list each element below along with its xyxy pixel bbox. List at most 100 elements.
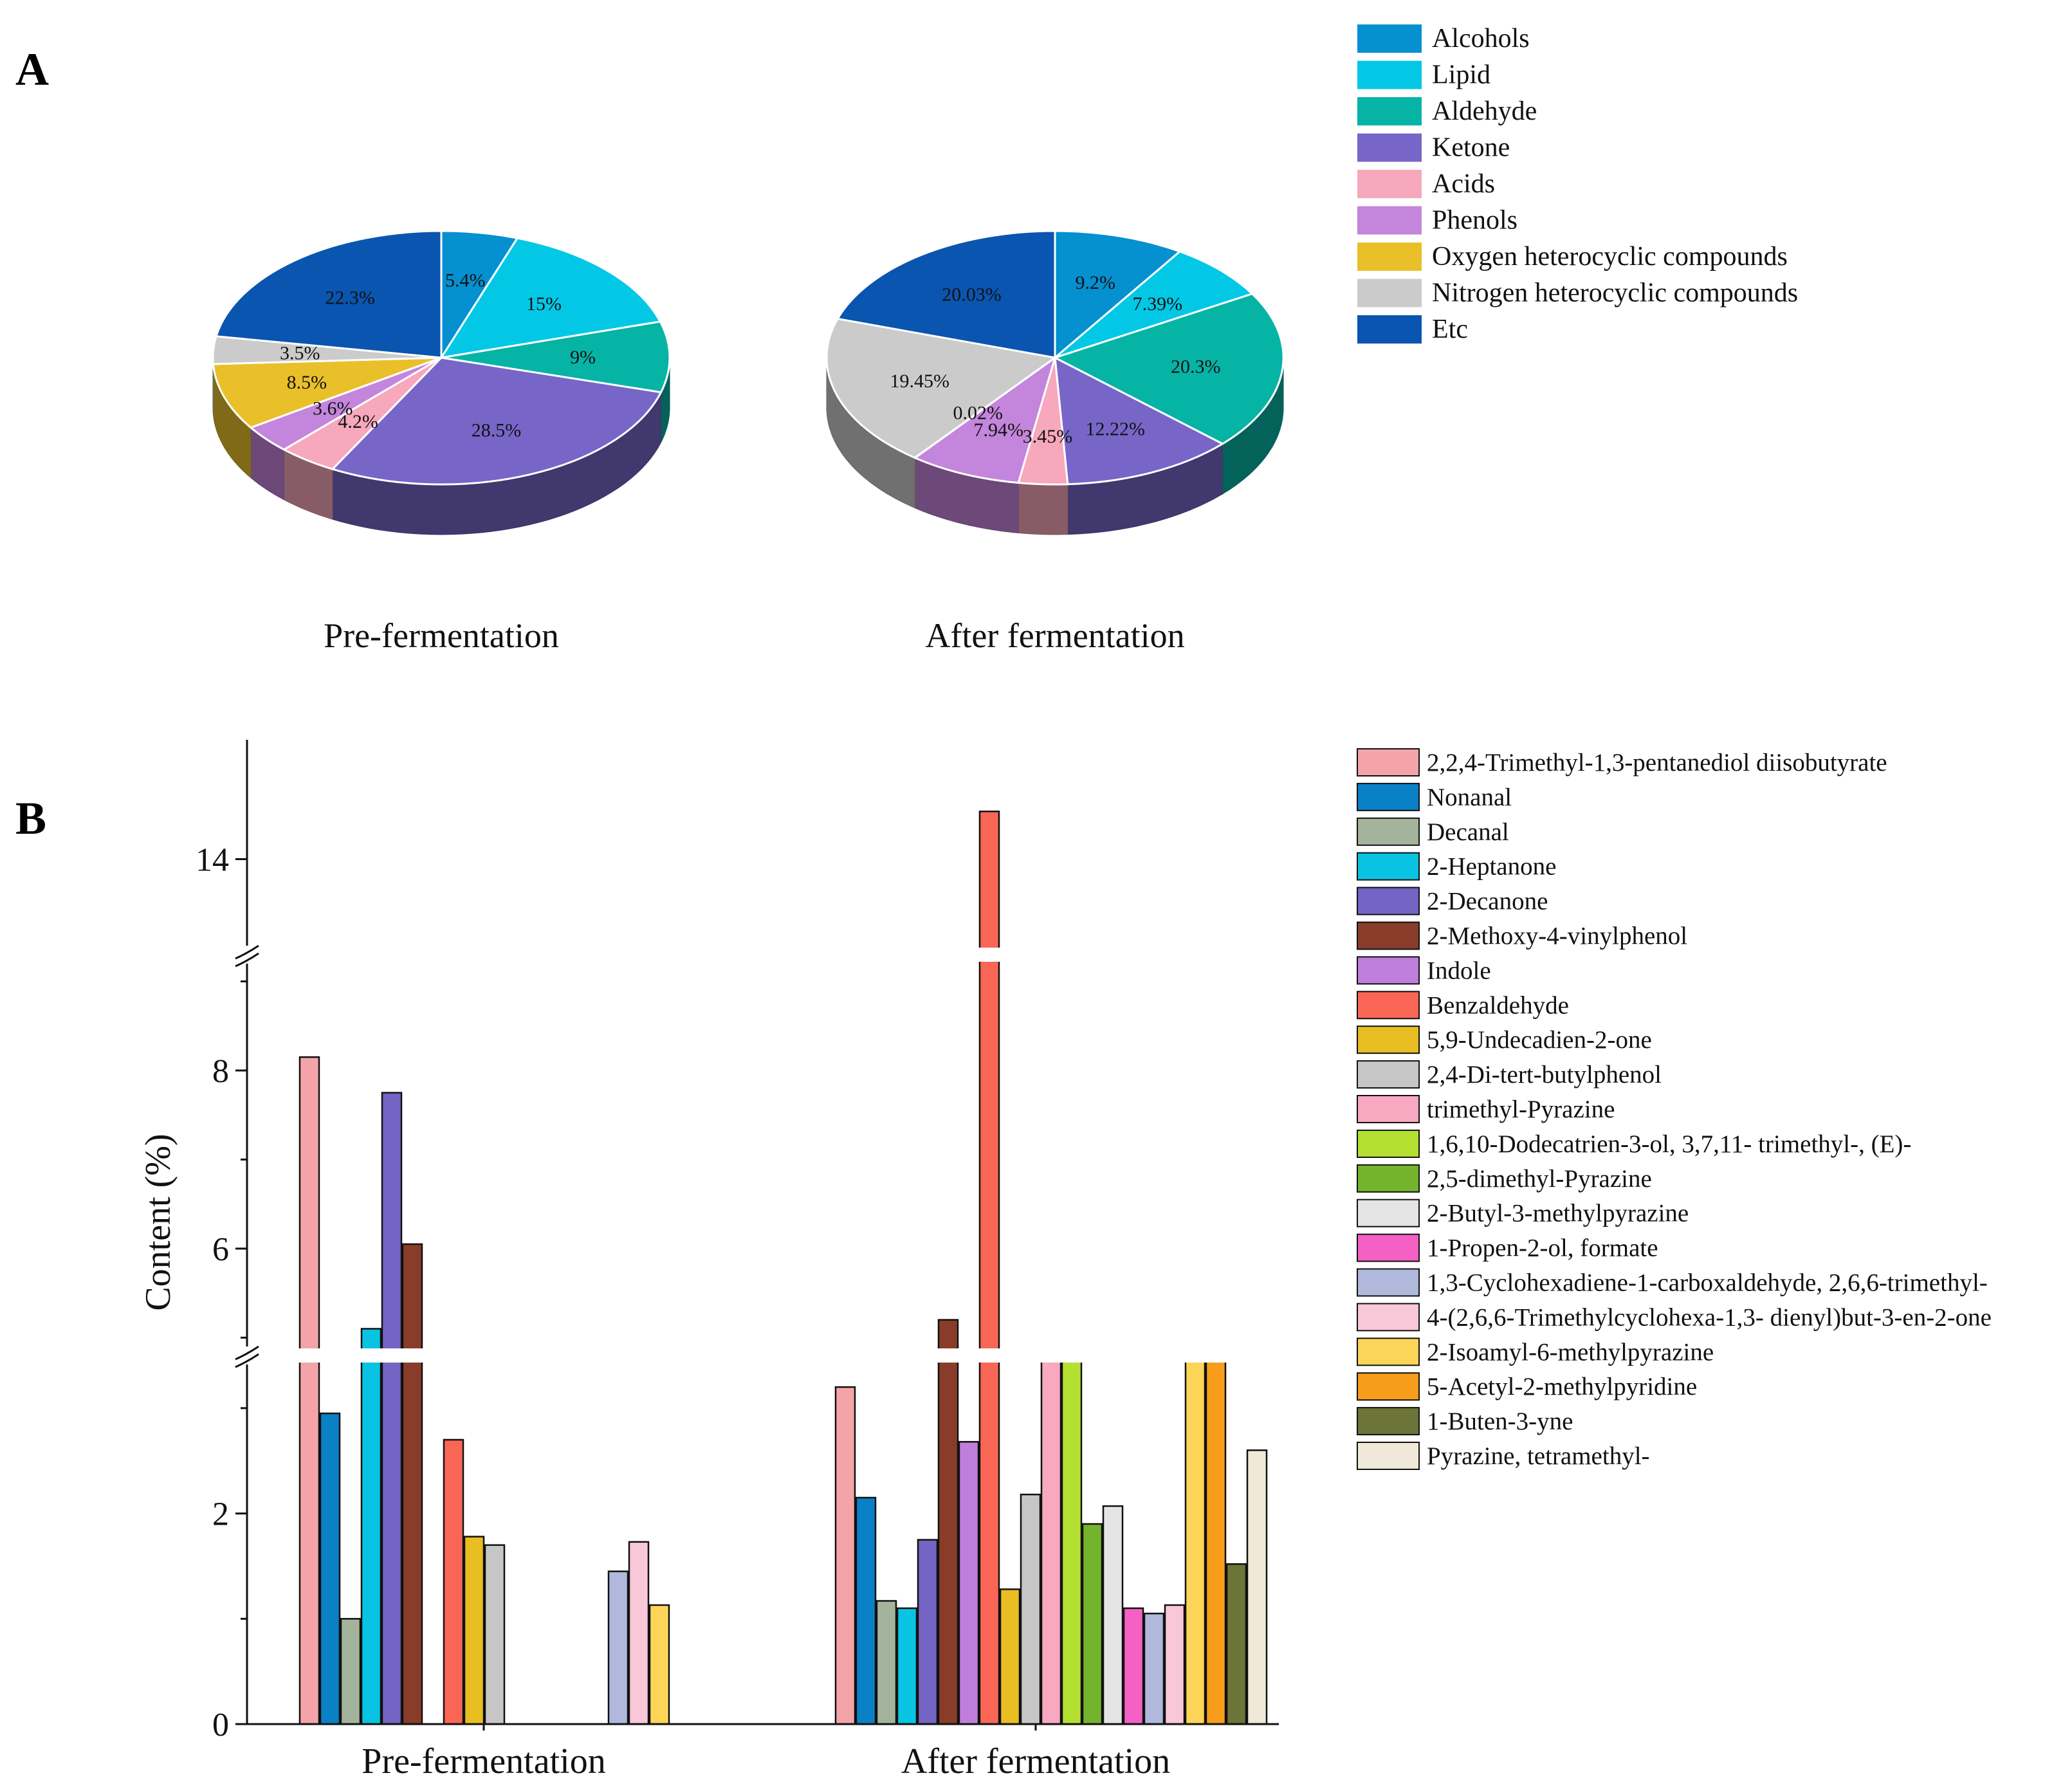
pie-chart-panel: 5.4% 15% 9% 28.5% 4.2%3.6% 8.5% 3.5% 22.3% Pre-f…: [212, 24, 1798, 655]
pie-data-label: 9%: [570, 347, 596, 368]
legend-swatch: [1357, 1129, 1420, 1158]
legend-entry: 4-(2,6,6-Trimethylcyclohexa-1,3- dienyl)…: [1427, 1303, 1992, 1331]
legend-swatch: [1357, 956, 1420, 985]
pie-legend: Alcohols Lipid Aldehyde Ketone Acids Phenols O…: [1357, 24, 1798, 344]
legend-entry: trimethyl-Pyrazine: [1427, 1096, 1615, 1123]
bar-1-propen-2-ol-formate-after-fermentation: [1123, 1607, 1144, 1725]
legend-entry: Indole: [1427, 957, 1491, 984]
legend-entry: 5,9-Undecadien-2-one: [1427, 1026, 1652, 1054]
pie-after-fermentation: 9.2% 7.39% 20.3% 12.22% 3.45%7.94%0.02%19.45…: [825, 230, 1285, 655]
legend-entry: Ketone: [1432, 133, 1510, 163]
bar-2-methoxy-4-vinylphenol-after-fermentation: [937, 1319, 959, 1725]
legend-swatch: [1357, 748, 1420, 776]
legend-swatch: [1357, 782, 1420, 811]
pie-data-label: 0.02%: [953, 403, 1003, 424]
legend-swatch: [1357, 1407, 1420, 1436]
bar-2-isoamyl-6-methylpyrazine-pre-fermentation: [648, 1604, 670, 1725]
legend-entry: Lipid: [1432, 60, 1490, 90]
axis-break-gaps: [241, 948, 1285, 1363]
legend-entry: Etc: [1432, 315, 1468, 344]
legend-entry: Pyrazine, tetramethyl-: [1427, 1442, 1650, 1470]
bar-2-heptanone-pre-fermentation: [360, 1328, 382, 1725]
legend-entry: Nitrogen heterocyclic compounds: [1432, 279, 1798, 308]
bar-2-isoamyl-6-methylpyrazine-after-fermentation: [1184, 1354, 1206, 1725]
legend-swatch: [1357, 279, 1422, 308]
pie-data-label: 3.5%: [280, 343, 320, 364]
bar-1-3-cyclohexadiene-1-carboxaldehyde-2-6-6-trimethyl-pre-fermentation: [607, 1570, 629, 1725]
legend-swatch: [1357, 1199, 1420, 1227]
axis-break-mark: [235, 952, 259, 968]
bar-2-5-dimethyl-pyrazine-after-fermentation: [1081, 1523, 1103, 1725]
legend-entry: 2-Isoamyl-6-methylpyrazine: [1427, 1338, 1714, 1366]
pie-data-label: 15%: [526, 293, 562, 315]
bar-2-2-4-trimethyl-1-3-pentanediol-diisobutyrate-after-fermentation: [834, 1386, 856, 1725]
bar-2-4-di-tert-butylphenol-after-fermentation: [1020, 1493, 1041, 1725]
pie-slice-oxygen-heterocyclic-compounds: [212, 356, 442, 429]
bar-1-6-10-dodecatrien-3-ol-3-7-11-trimethyl-e-after-fermentation: [1061, 1354, 1083, 1725]
pie-data-label: 28.5%: [472, 420, 522, 441]
legend-swatch: [1357, 315, 1422, 344]
bar-nonanal-pre-fermentation: [319, 1412, 341, 1725]
pie-slice-lipid: [439, 237, 662, 360]
legend-swatch: [1357, 991, 1420, 1020]
legend-swatch: [1357, 60, 1422, 89]
bar-5-9-undecadien-2-one-pre-fermentation: [463, 1536, 485, 1725]
pie-data-label: 3.45%: [1023, 426, 1073, 447]
pie-slice-ketone: [331, 356, 663, 486]
legend-swatch: [1357, 1025, 1420, 1054]
legend-entry: Benzaldehyde: [1427, 991, 1569, 1019]
pie-slice-alcohols: [1054, 230, 1182, 360]
bar-2-4-di-tert-butylphenol-pre-fermentation: [484, 1544, 506, 1725]
bar-5-9-undecadien-2-one-after-fermentation: [999, 1588, 1021, 1725]
bar-2-decanone-after-fermentation: [917, 1539, 939, 1725]
legend-swatch: [1357, 133, 1422, 162]
legend-swatch: [1357, 1372, 1420, 1401]
y-tick-label: 2: [212, 1496, 229, 1533]
axis-break-mark: [235, 1353, 259, 1368]
bars: [298, 811, 1268, 1725]
legend-entry: Nonanal: [1427, 784, 1512, 811]
legend-entry: Acids: [1432, 169, 1495, 199]
legend-entry: 2-Heptanone: [1427, 853, 1556, 881]
legend-swatch: [1357, 852, 1420, 881]
legend-swatch: [1357, 1164, 1420, 1193]
bar-4-2-6-6-trimethylcyclohexa-1-3-dienyl-but-3-en-2-one-pre-fermentation: [628, 1541, 650, 1725]
y-tick-label: 6: [212, 1231, 229, 1268]
legend-swatch: [1357, 243, 1422, 271]
y-tick-label: 14: [196, 842, 229, 879]
y-tick-label: 8: [212, 1053, 229, 1090]
legend-entry: 1-Propen-2-ol, formate: [1427, 1235, 1658, 1262]
legend-entry: 2-Butyl-3-methylpyrazine: [1427, 1200, 1689, 1227]
pie-slice-aldehyde: [1052, 292, 1285, 445]
bar-2-2-4-trimethyl-1-3-pentanediol-diisobutyrate-pre-fermentation: [298, 1056, 320, 1725]
legend-swatch: [1357, 1060, 1420, 1089]
legend-swatch: [1357, 1095, 1420, 1123]
legend-swatch: [1357, 97, 1422, 125]
bar-4-2-6-6-trimethylcyclohexa-1-3-dienyl-but-3-en-2-one-after-fermentation: [1164, 1604, 1186, 1725]
panel-label-a: A: [15, 44, 49, 95]
pie-data-label: 19.45%: [890, 371, 949, 392]
pie-data-label: 7.39%: [1133, 293, 1183, 315]
bar-trimethyl-pyrazine-after-fermentation: [1040, 1354, 1062, 1725]
legend-swatch: [1357, 817, 1420, 846]
pie-title: After fermentation: [925, 616, 1184, 655]
legend-swatch: [1357, 1337, 1420, 1366]
bar-2-butyl-3-methylpyrazine-after-fermentation: [1102, 1505, 1124, 1725]
pie-data-label: 20.3%: [1171, 356, 1221, 377]
bar-5-acetyl-2-methylpyridine-after-fermentation: [1205, 1354, 1227, 1725]
pie-data-label: 9.2%: [1075, 272, 1115, 293]
legend-entry: Decanal: [1427, 818, 1509, 846]
legend-entry: 5-Acetyl-2-methylpyridine: [1427, 1373, 1697, 1401]
legend-entry: Oxygen heterocyclic compounds: [1432, 242, 1788, 271]
pie-slice-ketone: [1054, 356, 1225, 486]
pie-data-label: 20.03%: [942, 284, 1002, 305]
pie-slice-lipid: [1054, 250, 1254, 359]
bar-2-decanone-pre-fermentation: [381, 1092, 403, 1725]
axis-break-gap: [241, 1348, 1285, 1363]
bar-2-heptanone-after-fermentation: [896, 1607, 918, 1725]
legend-entry: Aldehyde: [1432, 96, 1537, 126]
legend-entry: Alcohols: [1432, 24, 1530, 53]
bar-pyrazine-tetramethyl-after-fermentation: [1246, 1449, 1268, 1725]
legend-swatch: [1357, 170, 1422, 198]
